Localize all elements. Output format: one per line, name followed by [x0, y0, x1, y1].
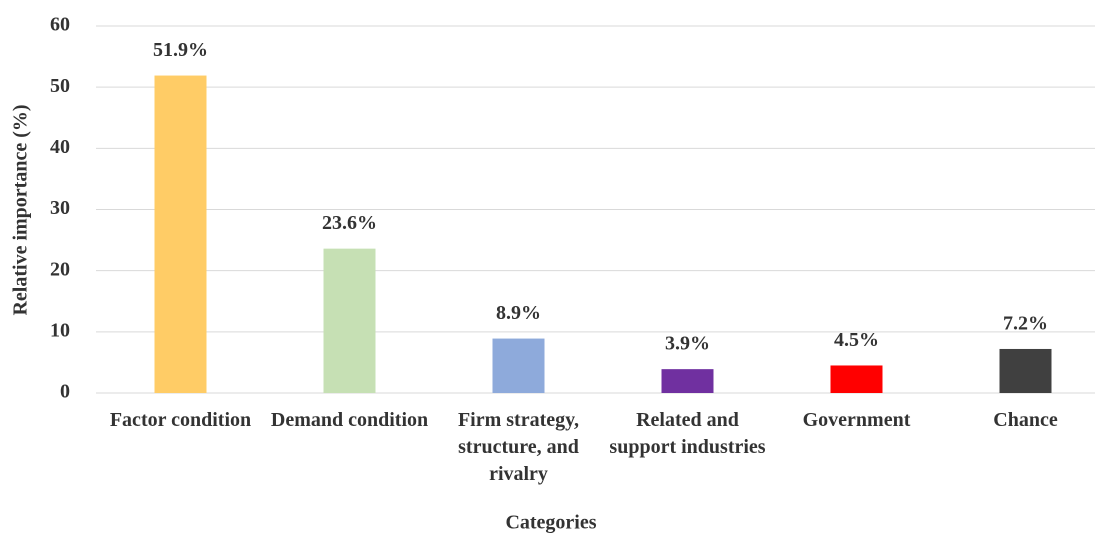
bar	[323, 248, 376, 393]
y-axis-title: Relative importance (%)	[10, 104, 32, 315]
value-label: 3.9%	[665, 333, 710, 355]
y-tick-label: 10	[50, 319, 70, 341]
x-tick-label: Demand condition	[270, 409, 429, 431]
x-tick-label: Chance	[993, 409, 1058, 431]
value-label: 7.2%	[1003, 313, 1048, 335]
x-tick-label: Factor condition	[109, 409, 252, 431]
y-tick-label: 20	[50, 258, 70, 280]
x-tick-label: Firm strategy, structure, and rivalry	[457, 409, 580, 485]
x-tick-label: Government	[802, 409, 911, 431]
value-label: 51.9%	[153, 39, 208, 61]
bar	[999, 348, 1052, 393]
bar	[661, 369, 714, 393]
x-axis-title: Categories	[505, 512, 596, 534]
value-label: 8.9%	[496, 302, 541, 324]
y-tick-label: 30	[50, 197, 70, 219]
value-label: 4.5%	[834, 329, 879, 351]
y-tick-label: 40	[50, 136, 70, 158]
x-tick-label: Related and support industries	[609, 409, 766, 458]
y-tick-label: 0	[60, 381, 70, 403]
bar	[492, 338, 545, 393]
value-label: 23.6%	[322, 212, 377, 234]
y-tick-label: 50	[50, 75, 70, 97]
bar	[154, 75, 207, 394]
bar	[830, 365, 883, 393]
y-tick-label: 60	[50, 14, 70, 36]
